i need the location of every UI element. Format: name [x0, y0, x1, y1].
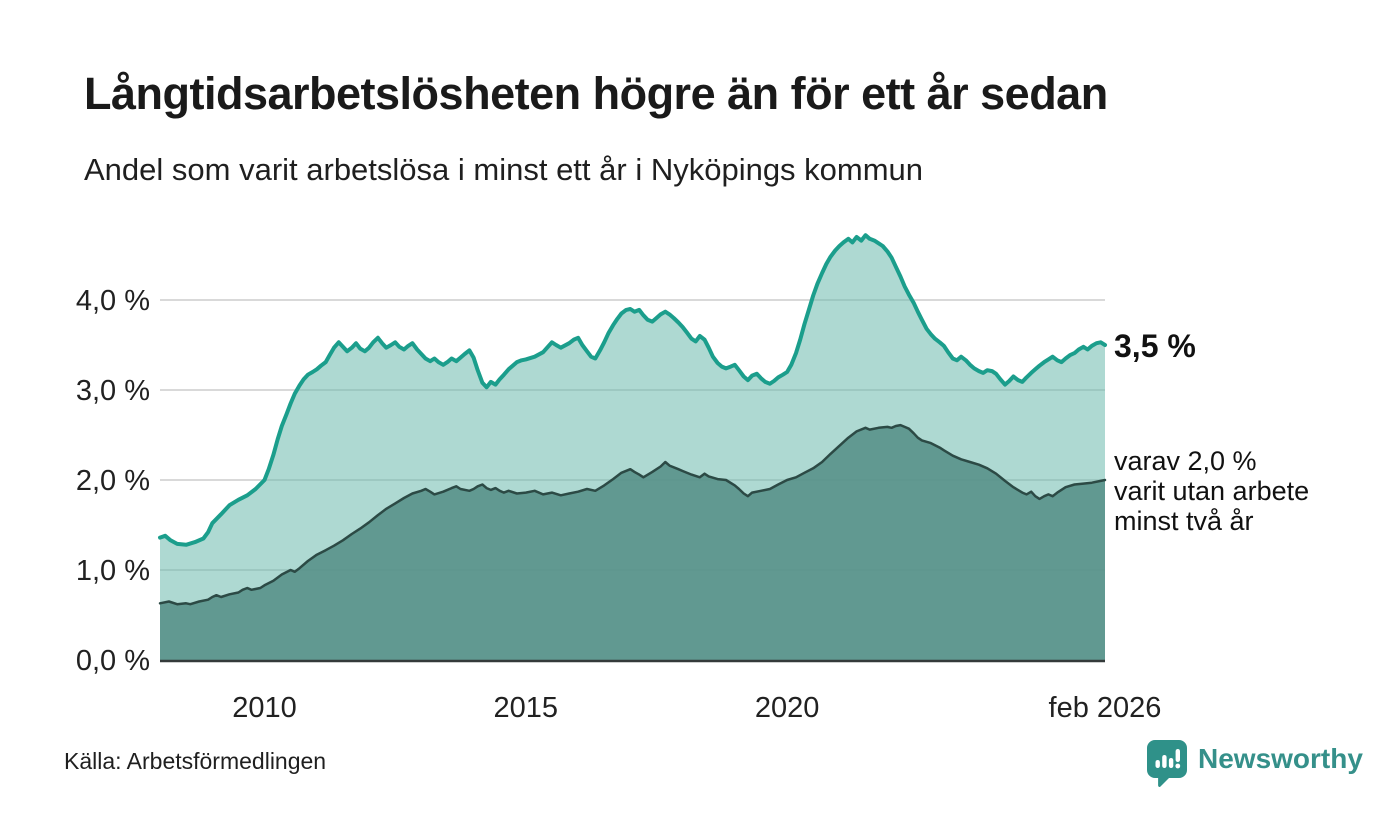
y-tick-label-3: 3,0 % — [76, 375, 150, 407]
line-minst-ett-ar — [158, 233, 1107, 547]
source-credit: Källa: Arbetsförmedlingen — [64, 748, 327, 774]
x-tick-label-2010: 2010 — [232, 692, 297, 724]
x-tick-label-2015: 2015 — [494, 692, 559, 724]
secondary-series-annotation: varav 2,0 % varit utan arbete minst två … — [1114, 446, 1309, 536]
annotation-line-3: minst två år — [1114, 506, 1254, 536]
newsworthy-logo[interactable]: Newsworthy — [1146, 739, 1363, 792]
page-title: Långtidsarbetslösheten högre än för ett … — [84, 68, 1108, 119]
area-fill-minst-tva-ar — [160, 425, 1105, 660]
annotation-line-1: varav 2,0 % — [1114, 446, 1257, 476]
y-tick-label-1: 1,0 % — [76, 555, 150, 587]
y-tick-label-0: 0,0 % — [76, 645, 150, 677]
x-tick-label-2020: 2020 — [755, 692, 820, 724]
newsworthy-marker-icon — [1146, 739, 1188, 792]
end-value-label: 3,5 % — [1114, 328, 1196, 364]
x-tick-label-feb-2026: feb 2026 — [1049, 692, 1162, 724]
y-tick-label-2: 2,0 % — [76, 465, 150, 497]
chart-subtitle: Andel som varit arbetslösa i minst ett å… — [84, 152, 924, 187]
line-minst-tva-ar — [158, 423, 1107, 606]
newsworthy-wordmark: Newsworthy — [1198, 743, 1363, 774]
annotation-line-2: varit utan arbete — [1114, 476, 1310, 506]
y-tick-label-4: 4,0 % — [76, 285, 150, 317]
